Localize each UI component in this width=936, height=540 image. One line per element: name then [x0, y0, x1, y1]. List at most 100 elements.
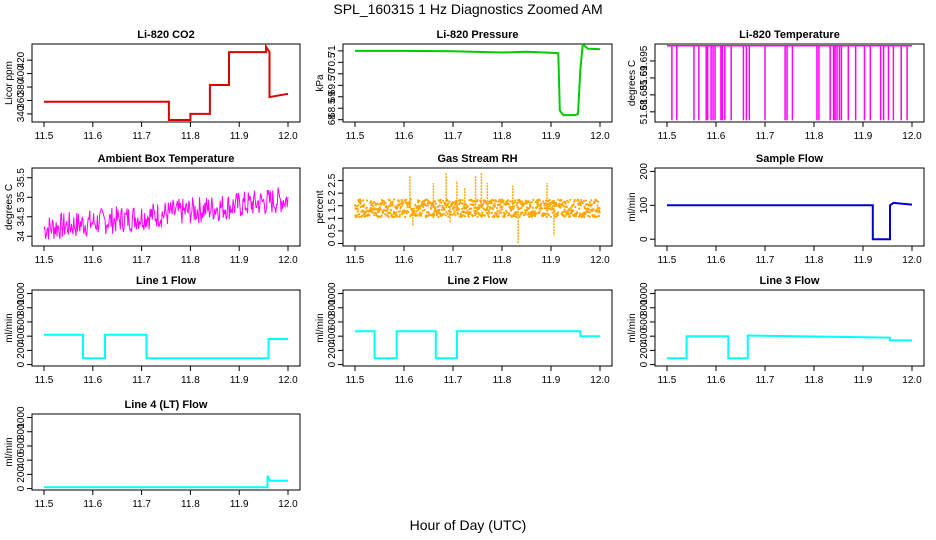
panel-title: Li-820 CO2 — [137, 29, 194, 41]
y-tick-label: 400 — [639, 327, 650, 344]
series-point — [434, 202, 437, 205]
series-point — [363, 203, 366, 206]
series-point — [534, 214, 537, 218]
series-point — [364, 215, 367, 218]
series-point — [440, 201, 443, 204]
series-point — [437, 215, 440, 219]
y-tick-label: 0.5 — [327, 224, 338, 238]
series-point — [552, 204, 555, 207]
series-area — [667, 334, 912, 360]
series-point — [401, 212, 404, 216]
x-tick-label: 11.8 — [805, 375, 824, 386]
y-axis-label: Licor ppm — [4, 61, 15, 105]
series-point — [487, 213, 490, 216]
y-tick-label: 0 — [639, 361, 650, 367]
series-point — [413, 207, 416, 210]
y-tick-label: 69.5 — [327, 75, 338, 95]
series-point — [500, 211, 503, 214]
series-point — [588, 208, 591, 211]
series-point — [540, 207, 543, 210]
series-point — [493, 215, 496, 219]
y-axis-label: percent — [315, 190, 326, 224]
series-point — [441, 204, 444, 207]
x-tick-label: 11.9 — [542, 375, 561, 386]
series-point — [486, 208, 489, 211]
y-tick-label: 200 — [639, 342, 650, 359]
series-point — [418, 199, 421, 203]
series-area — [44, 44, 289, 121]
series-point — [423, 209, 426, 212]
series-point — [400, 202, 403, 205]
x-tick-label: 12.0 — [902, 255, 922, 266]
panel-7: Line 1 Flow ml/min 11.5 11.6 11.7 11.8 11.9 12.… — [4, 275, 301, 386]
panel-title: Line 4 (LT) Flow — [125, 399, 208, 411]
series-point — [391, 204, 394, 207]
series-line — [355, 330, 600, 360]
panel-8: Line 2 Flow ml/min 11.5 11.6 11.7 11.8 11.9 12.… — [315, 275, 613, 386]
series-point — [361, 210, 364, 213]
y-tick-label: 100 — [639, 197, 650, 214]
series-point — [402, 201, 405, 205]
series-point — [489, 205, 492, 209]
series-point — [501, 205, 504, 208]
series-point — [398, 215, 401, 218]
x-tick-label: 11.7 — [444, 375, 463, 386]
series-point — [584, 199, 587, 202]
series-point — [354, 214, 357, 217]
series-point — [521, 211, 524, 214]
x-tick-label: 11.8 — [181, 255, 200, 266]
series-point — [373, 208, 376, 211]
series-point — [358, 215, 361, 219]
series-point — [597, 200, 600, 203]
series-point — [514, 199, 517, 202]
series-point — [559, 206, 562, 209]
series-point — [437, 212, 440, 215]
series-point — [356, 208, 360, 211]
x-tick-label: 11.6 — [395, 255, 414, 266]
series-point — [405, 198, 408, 201]
series-point — [475, 212, 478, 215]
series-point — [461, 202, 464, 205]
plot-frame — [342, 43, 613, 123]
x-tick-label: 11.5 — [35, 499, 54, 510]
series-point — [503, 213, 507, 216]
y-tick-label: 0 — [16, 361, 27, 367]
panel-3: Li-820 Temperature degrees C 11.5 11.6 11.7 1… — [627, 29, 925, 142]
y-tick-label: 200 — [639, 163, 650, 180]
series-point — [516, 201, 519, 204]
series-point — [356, 214, 359, 217]
series-point — [551, 211, 554, 214]
series-point — [386, 206, 389, 209]
x-tick-label: 11.7 — [756, 375, 775, 386]
series-point — [574, 215, 577, 218]
series-point — [539, 210, 542, 213]
series-point — [502, 199, 505, 202]
y-tick-label: 600 — [639, 313, 650, 330]
series-line — [43, 187, 289, 240]
series-point — [545, 215, 548, 219]
series-point — [527, 207, 531, 210]
series-point — [390, 213, 393, 216]
panel-title: Sample Flow — [756, 153, 824, 165]
series-point — [438, 208, 441, 212]
panel-title: Gas Stream RH — [437, 153, 517, 165]
series-point — [529, 203, 532, 206]
series-point — [467, 215, 470, 218]
x-tick-label: 12.0 — [590, 255, 610, 266]
series-point — [598, 207, 601, 210]
series-point — [509, 200, 512, 203]
panel-9: Line 3 Flow ml/min 11.5 11.6 11.7 11.8 11.9 12.… — [627, 275, 925, 386]
y-axis-label: ml/min — [627, 313, 638, 342]
series-point — [582, 199, 586, 203]
series-point — [597, 214, 601, 218]
series-point — [465, 204, 468, 207]
y-axis-label: ml/min — [4, 437, 15, 466]
panel-4: Ambient Box Temperature degrees C 11.5 11.6… — [4, 153, 301, 266]
x-tick-label: 11.7 — [444, 255, 463, 266]
y-tick-label: 0 — [327, 240, 338, 246]
series-point — [448, 200, 451, 203]
panel-title: Ambient Box Temperature — [98, 153, 235, 165]
series-point — [417, 208, 420, 212]
series-point — [462, 214, 465, 217]
figure-title: SPL_160315 1 Hz Diagnostics Zoomed AM — [333, 1, 603, 17]
